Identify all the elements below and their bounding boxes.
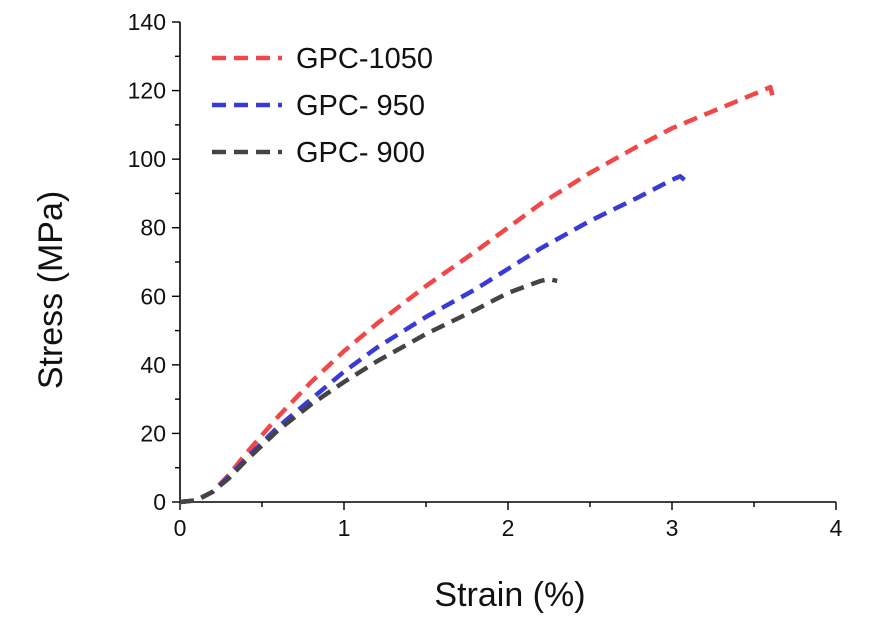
y-axis: 0 20 40 60 80 100 120 140 — [128, 9, 181, 515]
series-lines — [179, 84, 776, 505]
legend-label: GPC- 900 — [296, 137, 425, 169]
y-tick-label: 0 — [153, 489, 166, 515]
y-tick-label: 20 — [140, 420, 166, 446]
x-tick-label: 4 — [830, 515, 843, 541]
x-tick-label: 0 — [174, 515, 187, 541]
x-axis-title: Strain (%) — [434, 576, 585, 614]
y-tick-label: 60 — [140, 283, 166, 309]
y-axis-title: Stress (MPa) — [32, 191, 70, 389]
y-tick-label: 100 — [128, 146, 166, 172]
x-tick-label: 2 — [502, 515, 515, 541]
x-tick-label: 1 — [338, 515, 351, 541]
y-tick-label: 140 — [128, 9, 166, 35]
legend-label: GPC-1050 — [296, 43, 433, 75]
series-line-gpc-900 — [179, 276, 558, 505]
legend-label: GPC- 950 — [296, 90, 425, 122]
y-tick-label: 120 — [128, 78, 166, 104]
x-axis: 0 1 2 3 4 — [174, 501, 843, 541]
y-tick-label: 80 — [140, 215, 166, 241]
y-tick-label: 40 — [140, 352, 166, 378]
legend: GPC-1050 GPC- 950 GPC- 900 — [212, 43, 433, 169]
x-tick-label: 3 — [666, 515, 679, 541]
